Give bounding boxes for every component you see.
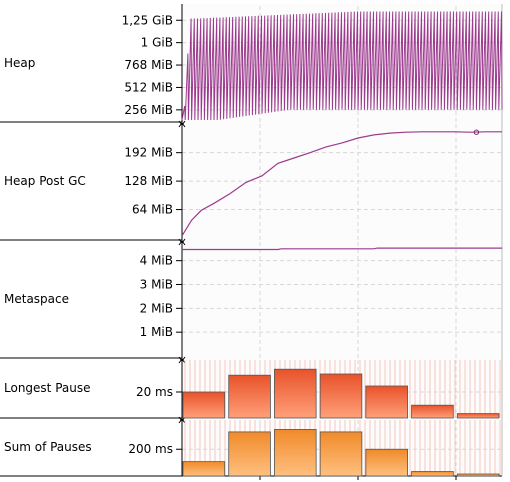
longest-pause-bar[interactable]: [274, 368, 317, 419]
y-tick-label: 128 MiB: [124, 174, 173, 188]
longest-pause-bar[interactable]: [411, 404, 454, 419]
heap-post-gc-series-line: [181, 131, 502, 237]
sum-of-pauses-bar[interactable]: [274, 429, 317, 477]
y-tick-label: 1 GiB: [141, 36, 173, 50]
y-tick-label: 1 MiB: [140, 325, 173, 339]
longest-pause-bar[interactable]: [182, 391, 226, 419]
y-tick-label: 200 ms: [128, 442, 173, 456]
panel-label: Metaspace: [4, 292, 69, 306]
longest-pause-bar[interactable]: [319, 373, 363, 419]
y-tick-label: 256 MiB: [124, 103, 173, 117]
heap-post-gc-marker[interactable]: [473, 129, 480, 135]
longest-pause-bar[interactable]: [228, 374, 271, 419]
panel-label: Heap Post GC: [4, 174, 86, 188]
y-tick-label: 3 MiB: [140, 278, 173, 292]
y-tick-label: 1,25 GiB: [122, 13, 173, 27]
heap-series-line: [181, 11, 503, 121]
sum-of-pauses-bar[interactable]: [456, 473, 500, 477]
sum-of-pauses-bar[interactable]: [411, 471, 454, 477]
metaspace-series-line: [182, 247, 502, 251]
y-tick-label: 64 MiB: [132, 203, 173, 217]
panel-label: Sum of Pauses: [4, 440, 92, 454]
y-tick-label: 2 MiB: [140, 301, 173, 315]
sum-of-pauses-bar[interactable]: [228, 431, 271, 477]
panel-label: Longest Pause: [4, 381, 90, 395]
panel-label: Heap: [4, 56, 35, 70]
sum-of-pauses-bar[interactable]: [319, 431, 363, 477]
sum-of-pauses-bar[interactable]: [182, 461, 226, 477]
y-tick-label: 768 MiB: [124, 58, 173, 72]
longest-pause-bar[interactable]: [365, 385, 408, 419]
y-tick-label: 512 MiB: [124, 80, 173, 94]
y-tick-label: 20 ms: [136, 385, 173, 399]
y-tick-label: 4 MiB: [140, 254, 173, 268]
y-tick-label: 192 MiB: [124, 146, 173, 160]
sum-of-pauses-bar[interactable]: [365, 448, 408, 477]
longest-pause-bar[interactable]: [456, 413, 500, 419]
